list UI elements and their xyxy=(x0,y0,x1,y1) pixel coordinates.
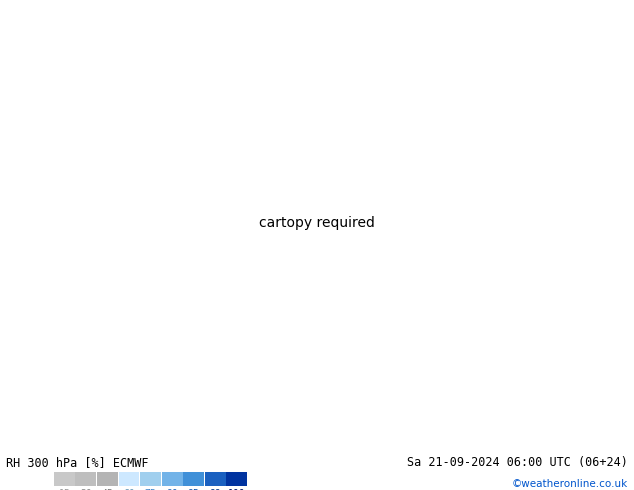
Bar xyxy=(54,472,75,487)
Text: 30: 30 xyxy=(80,489,92,490)
Text: Sa 21-09-2024 06:00 UTC (06+24): Sa 21-09-2024 06:00 UTC (06+24) xyxy=(407,456,628,468)
Text: 45: 45 xyxy=(101,489,113,490)
Bar xyxy=(162,472,183,487)
Bar xyxy=(205,472,226,487)
Text: 95: 95 xyxy=(188,489,200,490)
Text: cartopy required: cartopy required xyxy=(259,216,375,230)
Text: 100: 100 xyxy=(228,489,245,490)
Bar xyxy=(97,472,118,487)
Bar xyxy=(119,472,139,487)
Text: 60: 60 xyxy=(123,489,135,490)
Text: 90: 90 xyxy=(166,489,178,490)
Text: 75: 75 xyxy=(145,489,157,490)
Bar xyxy=(75,472,96,487)
Bar xyxy=(140,472,161,487)
Bar xyxy=(183,472,204,487)
Text: 99: 99 xyxy=(209,489,221,490)
Bar xyxy=(226,472,247,487)
Text: RH 300 hPa [%] ECMWF: RH 300 hPa [%] ECMWF xyxy=(6,456,149,468)
Text: 15: 15 xyxy=(58,489,70,490)
Text: ©weatheronline.co.uk: ©weatheronline.co.uk xyxy=(512,479,628,489)
